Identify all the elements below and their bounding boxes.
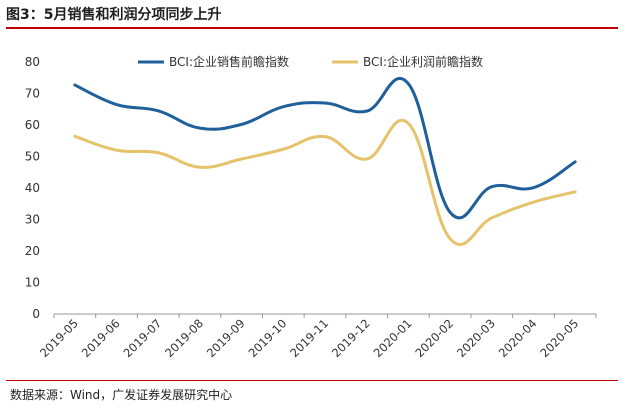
figure-title: 图3：5月销售和利润分项同步上升 <box>6 7 222 23</box>
legend-item-sales-label: BCI:企业销售前瞻指数 <box>169 54 289 69</box>
y-tick-label: 60 <box>25 118 40 132</box>
profit-index-line <box>73 118 577 247</box>
x-tick-label: 2019-05 <box>37 316 81 360</box>
x-tick-label: 2019-11 <box>287 316 331 360</box>
y-tick-label: 20 <box>25 244 40 258</box>
y-tick-label: 40 <box>25 181 40 195</box>
x-tick-label: 2020-01 <box>371 316 415 360</box>
x-tick-label: 2019-08 <box>162 316 206 360</box>
source-note: 数据来源：Wind，广发证券发展研究中心 <box>10 388 233 402</box>
y-tick-label: 30 <box>25 213 40 227</box>
line-chart: 010203040506070802019-052019-062019-0720… <box>25 54 597 360</box>
x-tick-label: 2020-02 <box>412 316 456 360</box>
y-tick-label: 80 <box>25 55 40 69</box>
x-tick-label: 2019-12 <box>329 316 373 360</box>
sales-index-line <box>73 76 577 220</box>
title-divider <box>6 27 618 29</box>
x-tick-label: 2019-06 <box>79 316 123 360</box>
source-divider <box>6 380 618 381</box>
x-tick-label: 2019-10 <box>246 316 290 360</box>
x-tick-label: 2019-09 <box>204 316 248 360</box>
y-tick-label: 70 <box>25 87 40 101</box>
y-tick-label: 50 <box>25 150 40 164</box>
legend-item-profit-label: BCI:企业利润前瞻指数 <box>363 54 483 69</box>
y-tick-label: 10 <box>25 276 40 290</box>
x-tick-label: 2020-04 <box>496 316 540 360</box>
y-tick-label: 0 <box>32 307 40 321</box>
x-tick-label: 2019-07 <box>120 316 164 360</box>
x-tick-label: 2020-03 <box>454 316 498 360</box>
x-tick-label: 2020-05 <box>537 316 581 360</box>
